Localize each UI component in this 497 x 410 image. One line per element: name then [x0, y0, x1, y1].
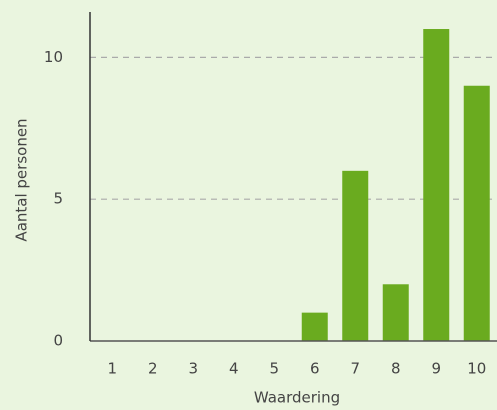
- x-tick-label: 1: [107, 360, 117, 378]
- y-tick-label: 10: [44, 48, 63, 66]
- y-axis-label: Aantal personen: [13, 118, 31, 241]
- x-tick-label: 10: [467, 360, 486, 378]
- y-tick-label: 0: [53, 332, 63, 350]
- x-tick-label: 3: [188, 360, 198, 378]
- x-tick-label: 8: [391, 360, 401, 378]
- x-tick-label: 4: [229, 360, 239, 378]
- bar: [342, 170, 369, 341]
- bar: [382, 284, 409, 341]
- bar: [463, 85, 490, 341]
- x-axis-label: Waardering: [254, 389, 340, 407]
- bar: [301, 312, 328, 341]
- y-tick-label: 5: [53, 190, 63, 208]
- bar: [423, 29, 450, 341]
- x-tick-label: 6: [310, 360, 320, 378]
- x-tick-label: 2: [148, 360, 158, 378]
- x-tick-label: 9: [431, 360, 441, 378]
- x-tick-label: 5: [269, 360, 279, 378]
- x-tick-label: 7: [350, 360, 360, 378]
